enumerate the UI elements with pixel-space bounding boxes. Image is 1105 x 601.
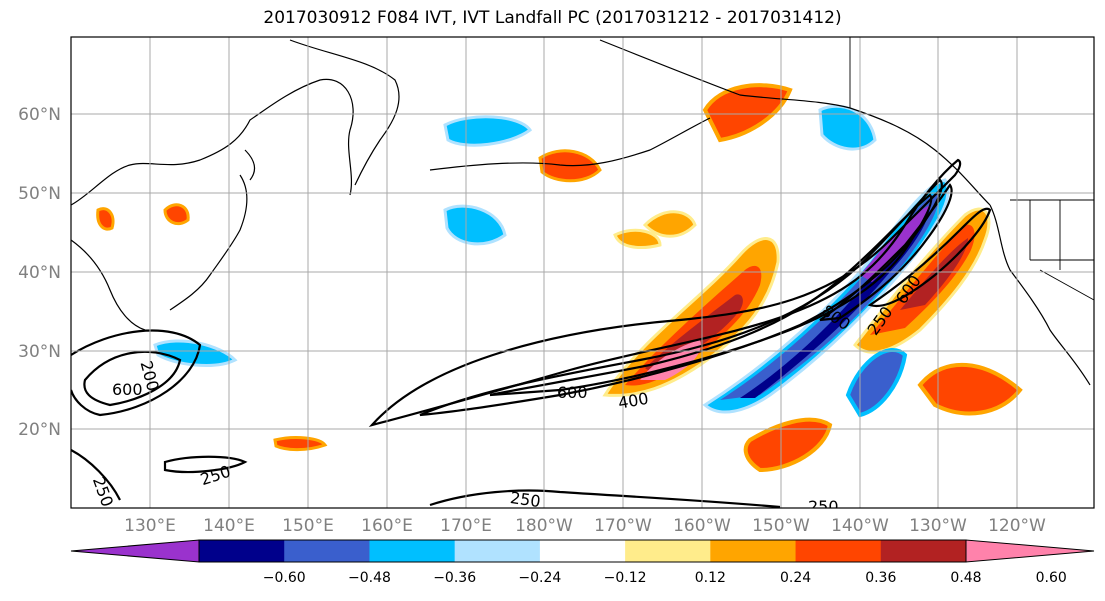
contour-label: 250 <box>808 497 839 516</box>
colorbar-tick-label: −0.12 <box>604 570 647 586</box>
lon-label: 160°W <box>673 516 731 536</box>
lon-label: 140°W <box>831 516 889 536</box>
lon-label: 150°E <box>282 516 334 536</box>
colorbar-tick-label: −0.36 <box>433 570 476 586</box>
colorbar-swatch <box>199 540 285 562</box>
aleutian-islands <box>429 117 711 171</box>
colorbar-tick-label: 0.36 <box>865 570 896 586</box>
negative-southern-blob <box>845 348 908 418</box>
lat-label: 50°N <box>18 184 61 204</box>
colorbar-tick-label: 0.60 <box>1036 570 1067 586</box>
lon-label: 130°E <box>124 516 176 536</box>
colorbar-extend-min <box>70 539 200 563</box>
contour-label: 600 <box>112 380 143 399</box>
lat-label: 40°N <box>18 263 61 283</box>
boundaries <box>849 37 1094 301</box>
positive-coastal-band-core <box>870 224 975 335</box>
contour-westpacific-600 <box>83 350 182 407</box>
japan-coastline <box>169 149 256 311</box>
colorbar-swatch <box>795 540 882 562</box>
contour-southern-250 <box>429 489 781 508</box>
contour-600 <box>489 193 933 397</box>
lat-label: 30°N <box>18 342 61 362</box>
coastlines <box>71 39 1091 386</box>
lat-label: 20°N <box>18 420 61 440</box>
lon-label: 140°E <box>203 516 255 536</box>
map-frame <box>70 36 1095 509</box>
latitude-labels: 60°N 50°N 40°N 30°N 20°N <box>18 105 61 440</box>
asia-coastline <box>71 78 354 331</box>
contour-label: 250 <box>89 474 117 509</box>
contour-inner-coast <box>867 207 992 308</box>
positive-china-blob <box>96 207 115 231</box>
contour-label: 600 <box>557 383 588 402</box>
lon-label: 170°E <box>440 516 492 536</box>
colorbar-tick-label: 0.12 <box>695 570 726 586</box>
contour-label: 400 <box>617 389 650 413</box>
kamchatka-coastline <box>289 39 400 186</box>
colorbar-tick-label: −0.60 <box>263 570 306 586</box>
lon-label: 150°W <box>752 516 810 536</box>
contour-400 <box>419 178 943 417</box>
colorbar-swatch <box>454 540 541 562</box>
colorbar-tick-label: 0.24 <box>780 570 811 586</box>
alaska-coastline <box>599 39 991 206</box>
positive-alaska-blob <box>702 83 793 143</box>
lon-label: 120°W <box>988 516 1046 536</box>
contour-southwest-250 <box>163 455 248 474</box>
lat-label: 60°N <box>18 105 61 125</box>
colorbar-tick-label: −0.48 <box>348 570 391 586</box>
shading-layer <box>96 83 1023 473</box>
contour-250-main <box>368 158 962 427</box>
colorbar-tick-label: −0.24 <box>518 570 561 586</box>
map-title: 2017030912 F084 IVT, IVT Landfall PC (20… <box>263 8 842 28</box>
positive-japan-blob <box>163 203 190 226</box>
gridlines <box>71 37 1094 508</box>
negative-midpacific-blob <box>443 204 507 246</box>
positive-northpacific-blob <box>642 210 697 238</box>
negative-anomaly-band-peak <box>860 205 930 282</box>
positive-anomaly-plume <box>602 237 780 397</box>
contour-label: 250 <box>509 488 542 511</box>
colorbar-swatch <box>284 540 370 562</box>
contour-label: 250 <box>198 462 233 490</box>
colorbar: −0.60 −0.48 −0.36 −0.24 −0.12 0.12 0.24 0.36 0.4… <box>70 539 1095 586</box>
north-america-coastline <box>989 204 1091 386</box>
positive-southern-blob <box>743 417 833 473</box>
colorbar-swatch <box>369 540 456 562</box>
colorbar-tick-label: 0.48 <box>950 570 981 586</box>
lon-label: 160°E <box>361 516 413 536</box>
positive-coastal-band-max <box>900 238 968 310</box>
lon-label: 180°W <box>515 516 573 536</box>
negative-eastasia-blob <box>153 339 238 367</box>
contour-westpacific-250 <box>71 329 202 417</box>
colorbar-swatch <box>880 540 967 562</box>
positive-eastern-blob <box>917 363 1023 416</box>
colorbar-extend-max <box>965 539 1095 563</box>
colorbar-outline <box>198 539 967 563</box>
colorbar-swatch <box>625 540 711 562</box>
contour-southwest-corner <box>71 449 121 501</box>
positive-westpacific-blob <box>273 436 328 452</box>
positive-anomaly-plume-max <box>645 294 743 372</box>
negative-bering-blob <box>443 115 533 147</box>
longitude-labels: 130°E 140°E 150°E 160°E 170°E 180°W 170°… <box>124 516 1046 536</box>
state-lines <box>1029 200 1094 301</box>
lon-label: 170°W <box>594 516 652 536</box>
colorbar-swatch <box>539 540 626 562</box>
lon-label: 130°W <box>909 516 967 536</box>
colorbar-swatch <box>710 540 797 562</box>
negative-alaska-blob <box>818 104 877 151</box>
ivt-contours <box>71 158 992 508</box>
